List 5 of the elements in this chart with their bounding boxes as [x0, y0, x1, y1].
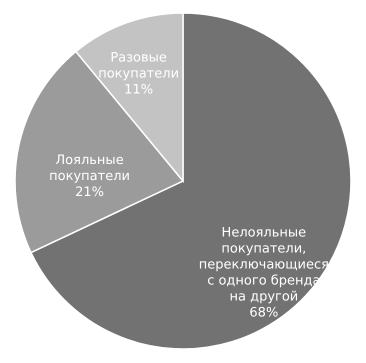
slice-label: Лояльные покупатели — [49, 153, 130, 184]
data-label: 21% — [75, 185, 104, 200]
data-label: 68% — [249, 305, 278, 320]
slice-label: Разовые покупатели — [98, 50, 180, 82]
data-label: 11% — [124, 82, 154, 98]
